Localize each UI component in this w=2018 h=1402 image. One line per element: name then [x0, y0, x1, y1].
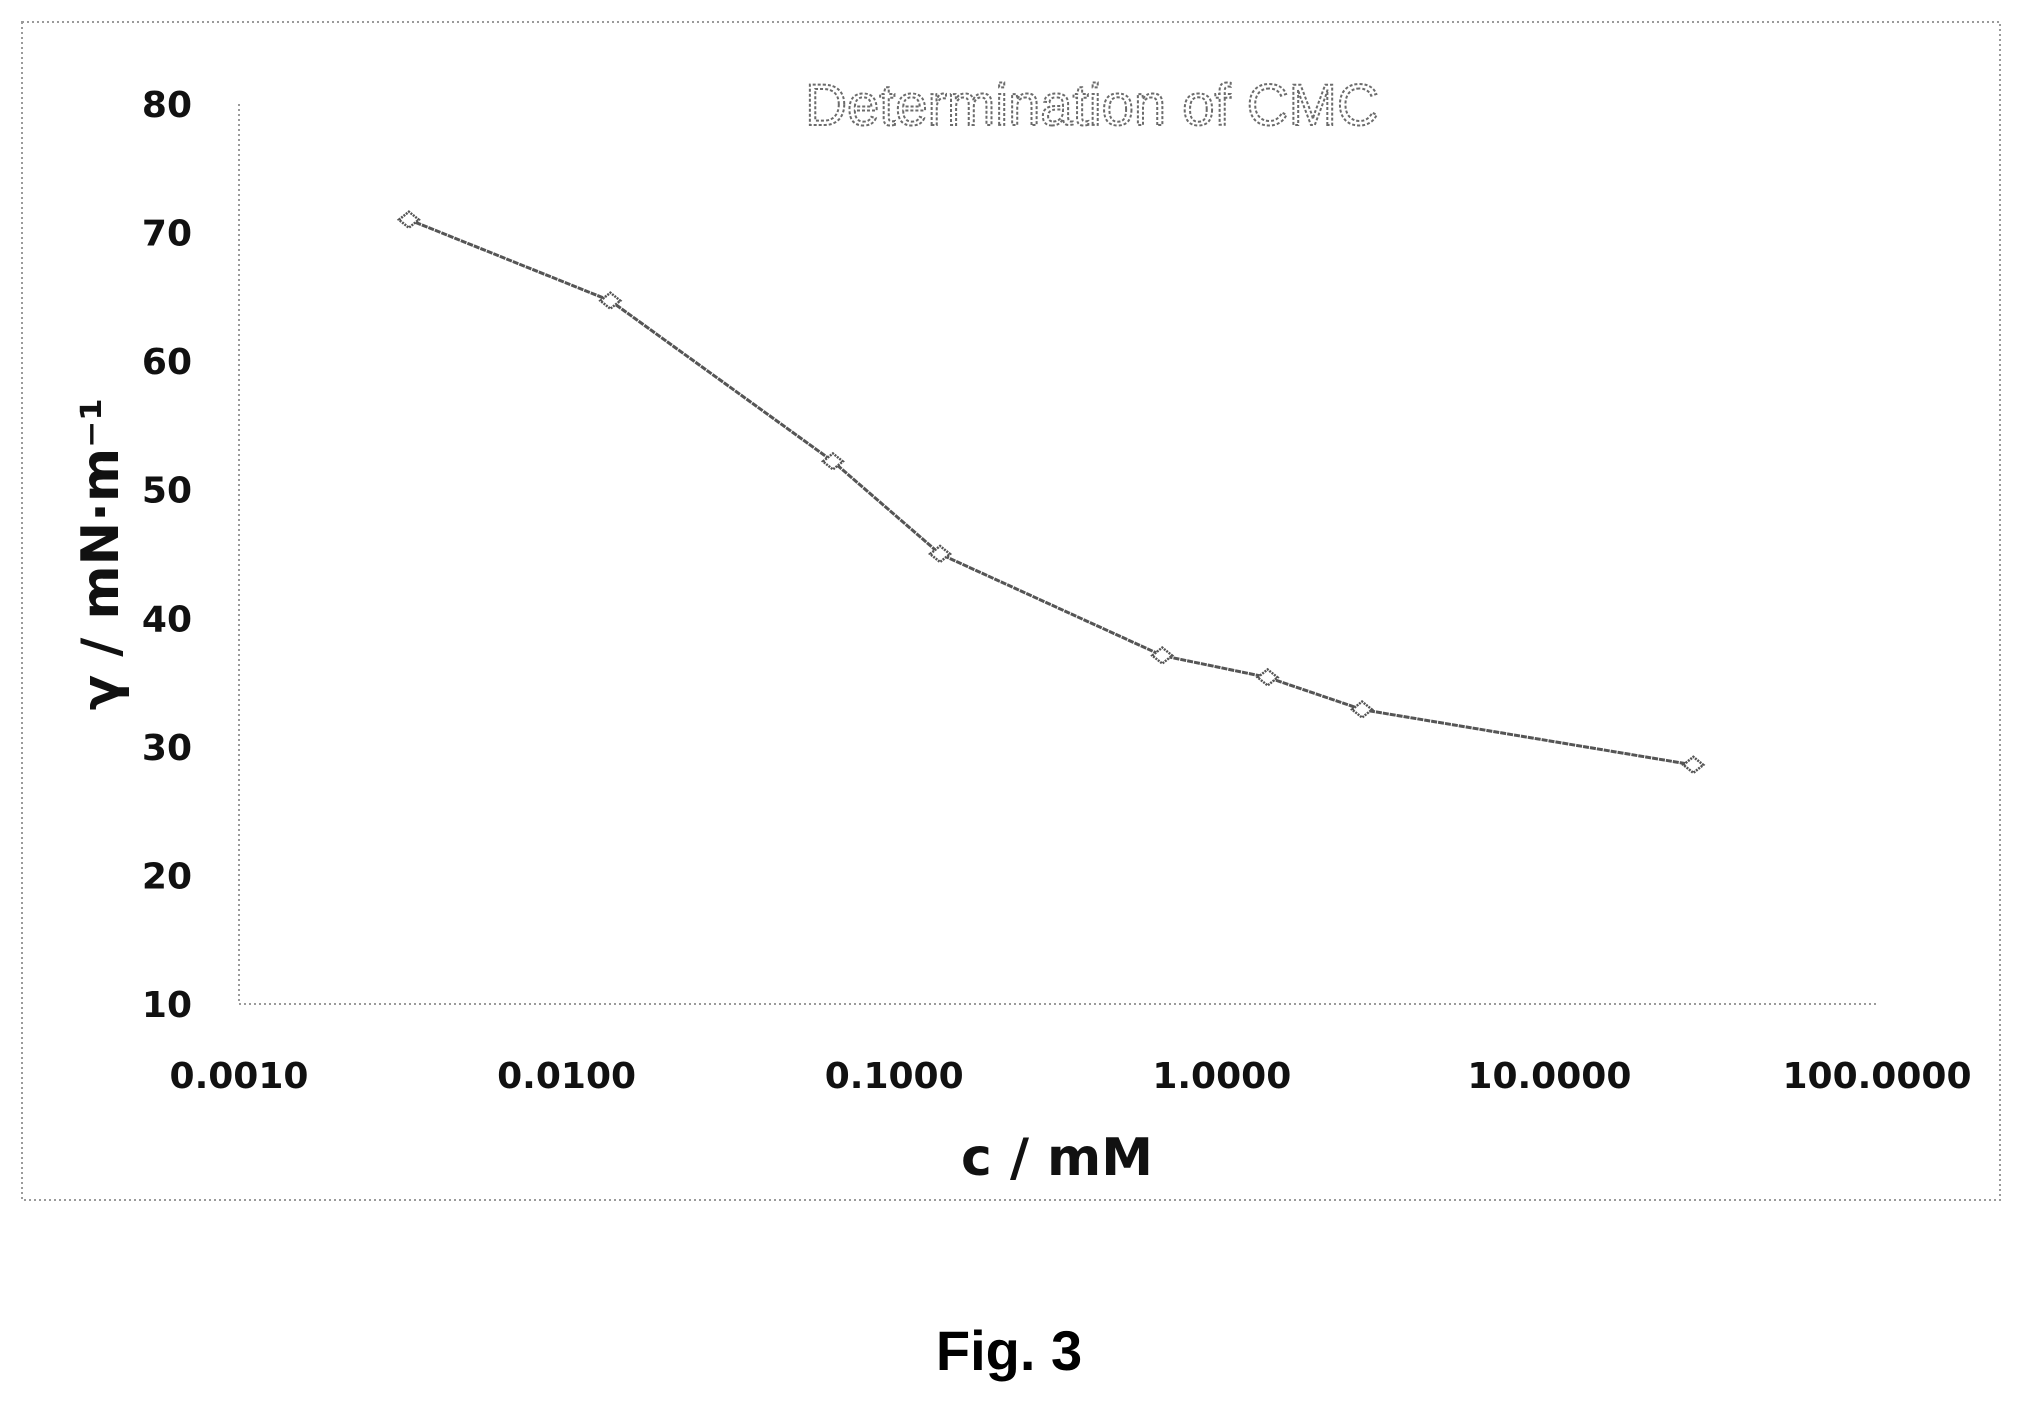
y-tick-label: 10	[142, 985, 192, 1026]
x-axis-title: c / mM	[961, 1128, 1153, 1188]
y-axis-title: γ / mN·m⁻¹	[71, 398, 131, 710]
data-point	[820, 451, 845, 472]
x-tick-label: 100.0000	[1782, 1056, 1971, 1097]
x-tick-labels: 0.0010 0.0100 0.1000 1.0000 10.0000 100.0000	[170, 1056, 1972, 1097]
figure-caption: Fig. 3	[935, 1319, 1083, 1382]
data-point	[598, 291, 623, 311]
series-line	[408, 218, 1694, 767]
y-tick-label: 50	[142, 471, 192, 512]
data-point	[928, 544, 953, 564]
data-point	[396, 210, 421, 230]
data-point	[1255, 667, 1280, 688]
data-point	[1350, 699, 1375, 720]
data-point	[1150, 645, 1175, 666]
y-tick-label: 80	[142, 85, 192, 126]
y-tick-label: 70	[142, 214, 192, 255]
y-tick-label: 20	[142, 856, 192, 897]
chart-title: Determination of CMC	[805, 73, 1379, 138]
x-tick-label: 0.0100	[497, 1056, 636, 1097]
series-group	[396, 210, 1706, 775]
y-tick-label: 60	[142, 342, 192, 383]
data-point	[1681, 755, 1706, 775]
y-tick-label: 30	[142, 728, 192, 769]
x-tick-label: 0.1000	[825, 1056, 964, 1097]
y-tick-labels: 10 20 30 40 50 60 70 80	[142, 85, 192, 1026]
x-tick-label: 0.0010	[170, 1056, 309, 1097]
x-tick-label: 1.0000	[1152, 1056, 1291, 1097]
y-tick-label: 40	[142, 599, 192, 640]
chart-frame	[21, 21, 2001, 1201]
x-tick-label: 10.0000	[1467, 1056, 1631, 1097]
